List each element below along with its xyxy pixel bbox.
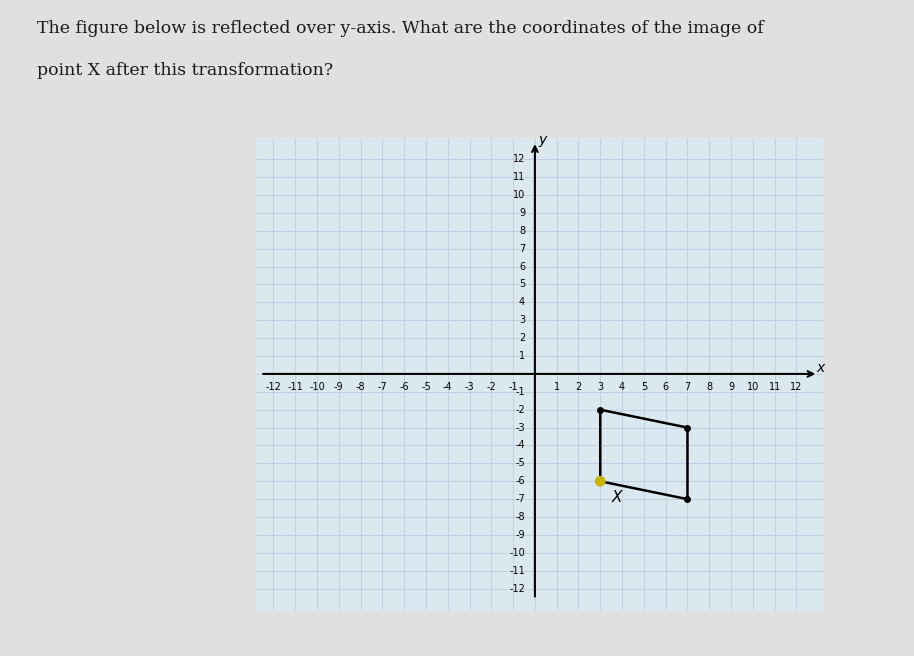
Text: 7: 7 <box>519 243 525 254</box>
Text: 6: 6 <box>519 262 525 272</box>
Text: 2: 2 <box>576 382 581 392</box>
Text: -7: -7 <box>515 494 525 504</box>
Text: -12: -12 <box>265 382 282 392</box>
Text: -2: -2 <box>515 405 525 415</box>
Text: 5: 5 <box>641 382 647 392</box>
Text: -2: -2 <box>486 382 496 392</box>
Text: -1: -1 <box>508 382 518 392</box>
Text: 3: 3 <box>519 316 525 325</box>
Text: -9: -9 <box>515 530 525 540</box>
Text: 4: 4 <box>519 297 525 308</box>
Text: 9: 9 <box>728 382 734 392</box>
Text: -11: -11 <box>287 382 303 392</box>
Text: 10: 10 <box>513 190 525 200</box>
Text: 6: 6 <box>663 382 669 392</box>
Text: 2: 2 <box>519 333 525 343</box>
Text: The figure below is reflected over y-axis. What are the coordinates of the image: The figure below is reflected over y-axi… <box>37 20 763 37</box>
Text: -11: -11 <box>509 565 525 576</box>
Text: 12: 12 <box>791 382 802 392</box>
Text: -3: -3 <box>515 422 525 432</box>
Text: X: X <box>611 490 622 505</box>
Text: -8: -8 <box>515 512 525 522</box>
Text: -8: -8 <box>356 382 366 392</box>
Text: 9: 9 <box>519 208 525 218</box>
Text: -5: -5 <box>421 382 430 392</box>
Point <box>593 476 608 487</box>
Text: -4: -4 <box>443 382 452 392</box>
Text: 1: 1 <box>554 382 559 392</box>
Text: -10: -10 <box>309 382 324 392</box>
Text: 8: 8 <box>519 226 525 236</box>
Text: -4: -4 <box>515 440 525 451</box>
Text: -9: -9 <box>334 382 344 392</box>
Text: -3: -3 <box>464 382 474 392</box>
Text: 1: 1 <box>519 351 525 361</box>
Text: 8: 8 <box>707 382 712 392</box>
Text: 11: 11 <box>513 172 525 182</box>
Text: 4: 4 <box>619 382 625 392</box>
Text: -6: -6 <box>515 476 525 486</box>
Text: -6: -6 <box>399 382 409 392</box>
Text: 5: 5 <box>519 279 525 289</box>
Text: x: x <box>816 361 824 375</box>
Text: 10: 10 <box>747 382 759 392</box>
Text: 7: 7 <box>685 382 691 392</box>
Text: -1: -1 <box>515 387 525 397</box>
Text: 11: 11 <box>769 382 781 392</box>
Text: 3: 3 <box>597 382 603 392</box>
Text: -5: -5 <box>515 459 525 468</box>
Text: 12: 12 <box>513 154 525 164</box>
Text: -10: -10 <box>509 548 525 558</box>
Text: -12: -12 <box>509 584 525 594</box>
Text: y: y <box>538 133 547 148</box>
Text: -7: -7 <box>377 382 388 392</box>
Text: point X after this transformation?: point X after this transformation? <box>37 62 333 79</box>
